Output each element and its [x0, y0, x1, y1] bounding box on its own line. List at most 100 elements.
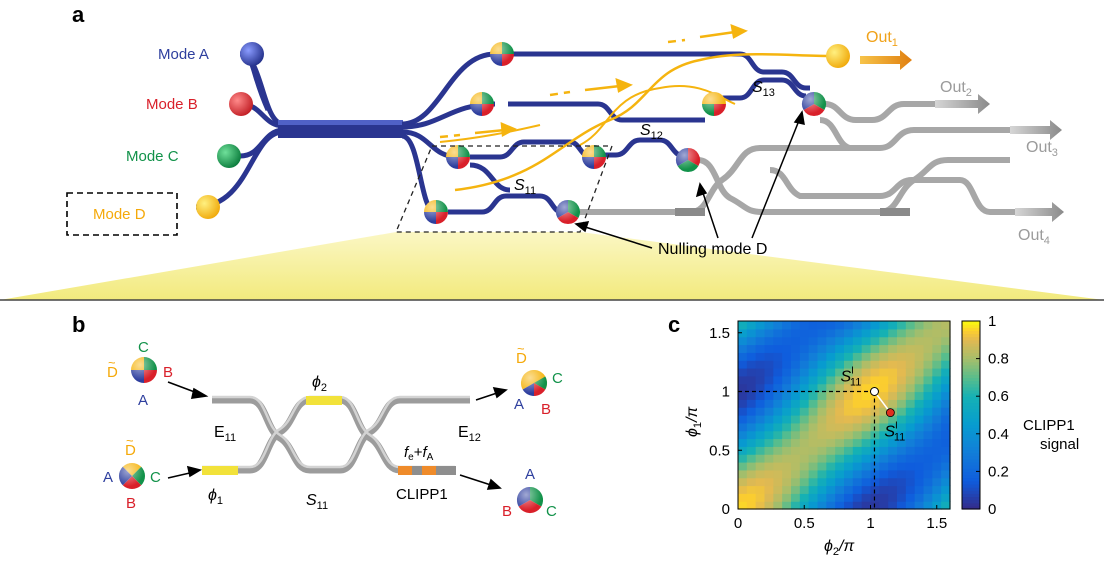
- heatmap-cell: [844, 415, 854, 424]
- mode-b-label: Mode B: [146, 96, 198, 113]
- heatmap-cell: [941, 352, 951, 361]
- heatmap-cell: [941, 485, 951, 494]
- svg-text:D: D: [516, 350, 527, 367]
- heatmap-cell: [764, 462, 774, 471]
- out2-label: Out2: [940, 79, 972, 99]
- heatmap-cell: [914, 493, 925, 502]
- heatmap-cell: [817, 360, 827, 369]
- heatmap-cell: [844, 391, 854, 400]
- clipp-electrode-1: [398, 466, 412, 475]
- heatmap-cell: [932, 446, 942, 455]
- heatmap-cell: [870, 485, 880, 494]
- heatmap-cell: [914, 430, 925, 440]
- heatmap-cell: [791, 438, 801, 447]
- heatmap-cell: [755, 477, 766, 487]
- heatmap-cell: [923, 485, 933, 494]
- heatmap-cell: [861, 368, 872, 377]
- svg-text:D: D: [107, 364, 118, 381]
- heatmap-cell: [941, 462, 951, 471]
- heatmap-cell: [738, 438, 748, 447]
- colorbar-segment: [962, 443, 980, 447]
- heatmap-cell: [791, 485, 801, 494]
- heatmap-cell: [773, 422, 783, 432]
- heatmap-cell: [914, 462, 925, 471]
- heatmap-cell: [764, 368, 774, 377]
- heatmap-cell: [835, 493, 845, 502]
- heatmap-cell: [755, 375, 766, 385]
- heatmap-cell: [870, 446, 880, 455]
- heatmap-cell: [791, 415, 801, 424]
- heatmap-cell: [888, 391, 898, 400]
- heatmap-cell: [835, 422, 845, 432]
- heatmap-cell: [746, 493, 757, 502]
- heatmap-cell: [835, 454, 845, 463]
- heatmap-cell: [773, 321, 783, 330]
- heatmap-cell: [852, 485, 863, 494]
- heatmap-cell: [905, 383, 916, 393]
- heatmap-cell: [791, 422, 801, 432]
- heatmap-cell: [782, 344, 792, 353]
- heatmap-cell: [888, 368, 898, 377]
- colorbar-segment: [962, 405, 980, 410]
- heatmap-cell: [755, 469, 766, 479]
- heatmap-cell: [879, 352, 889, 361]
- heatmap-cell: [799, 383, 810, 393]
- heatmap-cell: [799, 399, 810, 408]
- heatmap-cell: [932, 336, 942, 346]
- heatmap-cell: [844, 493, 854, 502]
- heatmap-cell: [764, 344, 774, 353]
- heatmap-cell: [782, 368, 792, 377]
- heatmap-cell: [941, 321, 951, 330]
- heatmap-cell: [932, 422, 942, 432]
- heatmap-cell: [844, 383, 854, 393]
- heatmap-cell: [799, 368, 810, 377]
- heatmap-cell: [782, 352, 792, 361]
- heatmap-cell: [861, 336, 872, 346]
- colorbar-segment: [962, 455, 980, 460]
- nulling-label: Nulling mode D: [658, 241, 767, 258]
- heatmap-cell: [791, 477, 801, 487]
- heatmap-cell: [791, 391, 801, 400]
- heatmap-cell: [817, 485, 827, 494]
- heatmap-cell: [817, 422, 827, 432]
- heatmap-cell: [861, 407, 872, 416]
- heatmap-cell: [941, 422, 951, 432]
- svg-text:D: D: [125, 442, 136, 459]
- colorbar-segment: [962, 421, 980, 425]
- heatmap-cell: [808, 469, 819, 479]
- heatmap-cell: [782, 321, 792, 330]
- heatmap-cell: [817, 454, 827, 463]
- heatmap-cell: [914, 336, 925, 346]
- heatmap-cell: [835, 360, 845, 369]
- mixed-mode-balls: [424, 42, 827, 225]
- heatmap-cell: [773, 501, 783, 510]
- heatmap-cell: [914, 399, 925, 408]
- heatmap-cell: [817, 462, 827, 471]
- heatmap-cell: [817, 352, 827, 361]
- heatmap-cell: [888, 446, 898, 455]
- heatmap-cell: [764, 391, 774, 400]
- heatmap-cell: [861, 462, 872, 471]
- heatmap-cell: [879, 438, 889, 447]
- colorbar-segment: [962, 411, 980, 416]
- svg-text:~: ~: [517, 341, 525, 356]
- heatmap-cell: [844, 321, 854, 330]
- heatmap-cell: [852, 415, 863, 424]
- input-waveguides: [195, 51, 284, 210]
- e12-label: E12: [458, 424, 481, 444]
- heatmap-cell: [738, 368, 748, 377]
- colorbar-segment: [962, 386, 980, 391]
- stage-s11-label: S11: [514, 177, 536, 197]
- heatmap-cell: [941, 328, 951, 338]
- heatmap-cell: [905, 321, 916, 330]
- heatmap-cell: [852, 438, 863, 447]
- out1-arrow: [860, 50, 912, 70]
- heatmap-cell: [888, 321, 898, 330]
- heatmap-cell: [782, 328, 792, 338]
- colorbar-segment: [962, 396, 980, 400]
- heatmap-cell: [791, 407, 801, 416]
- heatmap-cell: [782, 501, 792, 510]
- heatmap-cell: [932, 438, 942, 447]
- heatmap-cell: [738, 477, 748, 487]
- heatmap-cell: [782, 477, 792, 487]
